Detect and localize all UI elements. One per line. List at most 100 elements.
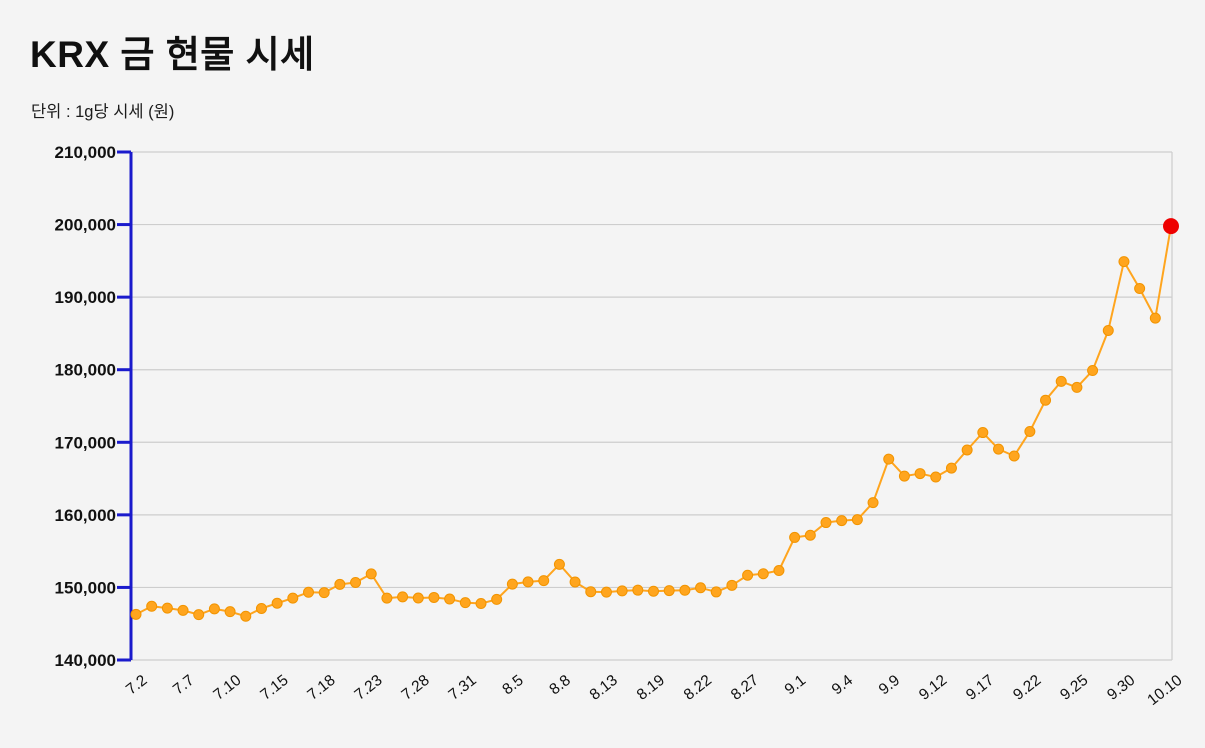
price-point (522, 576, 534, 588)
x-tick-label: 8.27 (728, 672, 762, 704)
x-tick-label: 7.28 (398, 672, 432, 704)
unit-label: 단위 : 1g당 시세 (원) (31, 103, 175, 121)
x-tick-label: 9.4 (829, 672, 857, 699)
x-tick-label: 9.17 (963, 672, 997, 704)
y-tick-label: 200,000 (55, 216, 116, 235)
x-tick-label: 8.19 (634, 672, 668, 704)
price-point (883, 453, 895, 465)
price-point (1149, 312, 1161, 324)
price-point (1008, 450, 1020, 462)
price-point (130, 608, 142, 620)
price-point (930, 471, 942, 483)
price-point (820, 517, 832, 529)
price-polyline (135, 225, 1172, 618)
x-tick-label: 7.7 (170, 672, 197, 699)
price-point (240, 610, 252, 622)
x-tick-label: 9.30 (1104, 672, 1139, 704)
x-tick-label: 8.5 (499, 672, 526, 699)
price-point (710, 586, 722, 598)
price-point (334, 578, 346, 590)
price-point (789, 531, 801, 543)
price-point (695, 582, 707, 594)
price-point (836, 515, 848, 527)
y-tick-label: 160,000 (55, 506, 116, 525)
price-point (993, 443, 1004, 455)
price-point (177, 604, 189, 616)
price-point (726, 579, 738, 591)
price-point (1087, 365, 1099, 377)
price-point (945, 462, 957, 474)
price-point (381, 592, 393, 604)
price-point (773, 565, 785, 577)
price-point (977, 427, 989, 439)
price-point (663, 585, 675, 597)
x-tick-label: 7.18 (304, 672, 338, 704)
price-point (1102, 324, 1114, 336)
x-tick-label: 9.9 (876, 672, 903, 699)
price-point (632, 584, 644, 596)
y-tick-label: 210,000 (55, 143, 116, 162)
price-point (867, 497, 879, 509)
price-point (757, 568, 769, 580)
price-point (287, 592, 299, 604)
price-point (397, 591, 409, 603)
price-point (459, 597, 471, 609)
price-point (1118, 256, 1130, 268)
price-point (585, 586, 597, 598)
y-tick-label: 170,000 (55, 433, 116, 452)
y-tick-label: 190,000 (55, 288, 116, 307)
x-tick-label: 8.8 (546, 672, 573, 699)
x-tick-label: 9.1 (782, 672, 809, 699)
x-tick-label: 7.2 (123, 672, 150, 699)
data-points (130, 218, 1179, 622)
price-point (193, 609, 205, 621)
x-tick-label: 7.15 (257, 672, 291, 704)
price-point (161, 602, 173, 614)
x-tick-label: 7.31 (446, 672, 480, 704)
gold-price-line-chart: 140,000 150,000 160,000 170,000 180,000 190,0… (55, 143, 1186, 710)
price-point (961, 444, 973, 456)
price-point (616, 585, 628, 597)
price-point (898, 470, 910, 482)
price-line (135, 225, 1172, 618)
x-tick-label: 8.13 (587, 672, 621, 704)
x-axis-labels: 7.2 7.7 7.10 7.15 7.18 7.23 7.28 7.31 8.5 8.8 8.13… (123, 672, 1186, 710)
price-point (648, 585, 659, 597)
price-point (804, 529, 816, 541)
price-point (365, 568, 377, 580)
price-point (506, 578, 518, 590)
price-point (1071, 381, 1083, 393)
price-point (914, 468, 926, 480)
price-point (350, 576, 362, 588)
x-tick-label: 7.10 (210, 672, 245, 704)
price-point (1040, 394, 1052, 406)
y-axis-labels: 140,000 150,000 160,000 170,000 180,000 190,0… (55, 143, 116, 670)
x-tick-label: 8.22 (681, 672, 715, 704)
price-point (428, 591, 440, 603)
price-point (742, 569, 754, 581)
price-point (412, 592, 424, 604)
latest-price-point (1163, 218, 1179, 235)
price-point (1134, 283, 1146, 295)
x-tick-label: 9.25 (1057, 672, 1091, 704)
price-point (146, 600, 158, 612)
y-tick-label: 150,000 (55, 578, 116, 597)
price-point (318, 587, 330, 599)
y-axis (117, 150, 133, 662)
price-point (538, 575, 550, 587)
page-title: KRX 금 현물 시세 (30, 34, 315, 75)
price-point (475, 598, 487, 610)
price-point (255, 602, 267, 614)
x-tick-label: 10.10 (1144, 672, 1185, 710)
gridlines (131, 151, 1173, 661)
price-point (1055, 375, 1067, 387)
y-tick-label: 180,000 (55, 361, 116, 380)
price-point (1024, 425, 1036, 437)
y-tick-label: 140,000 (55, 651, 116, 670)
price-point (679, 584, 691, 596)
price-point (851, 514, 863, 526)
x-tick-label: 7.23 (351, 672, 385, 704)
price-point (208, 603, 220, 615)
price-point (569, 576, 581, 588)
price-point (491, 593, 503, 605)
